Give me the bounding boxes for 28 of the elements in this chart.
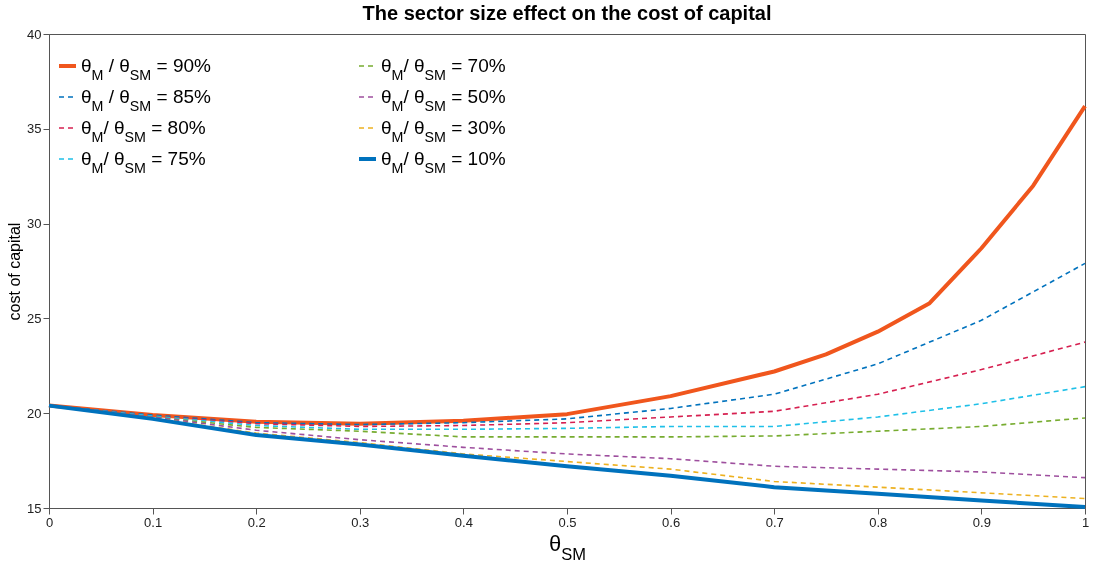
legend-label: θ$_{M}$ / θ$_{SM}$ = 85% — [81, 86, 212, 114]
x-tick-label: 0.6 — [662, 514, 681, 530]
x-tick-label: 0.5 — [558, 514, 577, 530]
y-tick-label: 20 — [27, 405, 42, 421]
legend-label: θ$_{M}$/ θ$_{SM}$ = 10% — [381, 148, 506, 176]
x-tick-label: 0.2 — [247, 514, 266, 530]
legend-label: θ$_{M}$ / θ$_{SM}$ = 90% — [81, 55, 212, 83]
y-tick-label: 15 — [27, 500, 42, 516]
legend-label: θ$_{M}$/ θ$_{SM}$ = 50% — [381, 86, 506, 114]
legend-label: θ$_{M}$/ θ$_{SM}$ = 80% — [81, 117, 206, 145]
x-tick-label: 0 — [45, 514, 54, 530]
y-tick-label: 30 — [27, 216, 42, 232]
x-tick-label: 0.1 — [144, 514, 163, 530]
x-tick-label: 0.9 — [972, 514, 991, 530]
x-tick-label: 0.7 — [765, 514, 784, 530]
legend-label: θ$_{M}$/ θ$_{SM}$ = 70% — [381, 55, 506, 83]
x-tick-label: 0.4 — [454, 514, 473, 530]
x-tick-label: 0.8 — [869, 514, 888, 530]
y-axis-title: cost of capital — [6, 222, 24, 321]
y-tick-label: 35 — [27, 121, 42, 137]
x-tick-label: 1 — [1081, 514, 1090, 530]
x-tick-label: 0.3 — [351, 514, 370, 530]
x-axis-title: θ$_{SM}$ — [549, 530, 586, 563]
y-tick-label: 25 — [27, 310, 42, 326]
y-tick-label: 40 — [27, 26, 42, 42]
chart-title: The sector size effect on the cost of capital — [362, 2, 772, 24]
legend-label: θ$_{M}$/ θ$_{SM}$ = 30% — [381, 117, 506, 145]
legend-label: θ$_{M}$/ θ$_{SM}$ = 75% — [81, 148, 206, 176]
